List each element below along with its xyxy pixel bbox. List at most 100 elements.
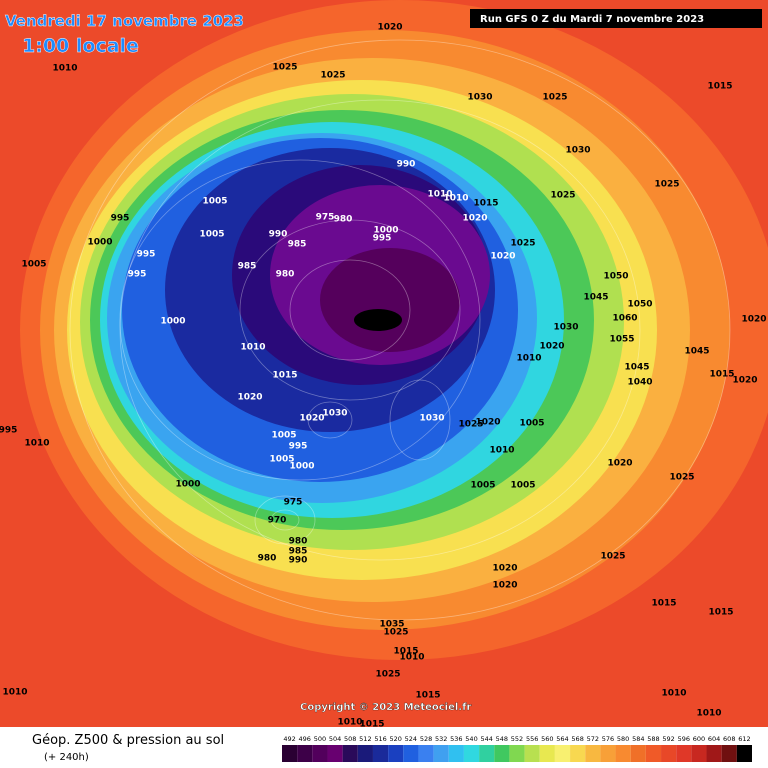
isobar-label: 1020 bbox=[299, 414, 324, 424]
isobar-label: 1010 bbox=[427, 190, 452, 200]
legend-swatch bbox=[736, 745, 752, 762]
legend-tick-label: 572 bbox=[587, 735, 599, 743]
legend-swatch bbox=[645, 745, 662, 762]
legend-tick-label: 560 bbox=[541, 735, 553, 743]
isobar-label: 1020 bbox=[237, 393, 262, 403]
isobar-label: 1025 bbox=[542, 93, 567, 103]
isobar-label: 1005 bbox=[271, 431, 296, 441]
legend-tick-label: 504 bbox=[329, 735, 341, 743]
legend-swatch bbox=[463, 745, 480, 762]
isobar-label: 1025 bbox=[375, 670, 400, 680]
isobars bbox=[69, 39, 731, 621]
isobar-label: 995 bbox=[111, 214, 130, 224]
isobar bbox=[254, 495, 316, 545]
isobar-label: 1020 bbox=[492, 564, 517, 574]
isobar-label: 1020 bbox=[377, 23, 402, 33]
isobar-label: 1025 bbox=[383, 628, 408, 638]
legend-swatch bbox=[721, 745, 737, 762]
legend-tick-label: 524 bbox=[405, 735, 417, 743]
isobar-label: 1015 bbox=[709, 370, 734, 380]
isobar-label: 1010 bbox=[24, 439, 49, 449]
isobar-label: 1050 bbox=[603, 272, 628, 282]
isobar-label: 1005 bbox=[21, 260, 46, 270]
isobar bbox=[239, 219, 461, 401]
legend-tick-label: 564 bbox=[556, 735, 568, 743]
isobar-label: 1060 bbox=[612, 314, 637, 324]
isobar-label: 1010 bbox=[52, 64, 77, 74]
legend-tick-label: 604 bbox=[708, 735, 720, 743]
isobar-label: 1030 bbox=[322, 409, 347, 419]
legend-tick-label: 588 bbox=[647, 735, 659, 743]
isobar bbox=[270, 509, 300, 531]
isobar-label: 995 bbox=[289, 442, 308, 452]
legend-tick-label: 500 bbox=[314, 735, 326, 743]
legend-swatch bbox=[691, 745, 707, 762]
isobar bbox=[307, 401, 353, 439]
isobar-label: 1020 bbox=[490, 252, 515, 262]
isobar-label: 1020 bbox=[539, 342, 564, 352]
legend-swatch bbox=[524, 745, 540, 762]
isobar-label: 1025 bbox=[654, 180, 679, 190]
legend-tick-label: 540 bbox=[465, 735, 477, 743]
isobar bbox=[289, 259, 411, 361]
isobar-label: 980 bbox=[289, 537, 308, 547]
isobar-label: 1005 bbox=[199, 230, 224, 240]
isobar-label: 995 bbox=[0, 426, 17, 436]
isobar-label: 1015 bbox=[708, 608, 733, 618]
isobar-label: 1015 bbox=[415, 691, 440, 701]
legend-swatch bbox=[448, 745, 464, 762]
legend-swatch bbox=[403, 745, 419, 762]
field-contour bbox=[354, 309, 402, 331]
legend-swatch bbox=[372, 745, 389, 762]
isobar-label: 1015 bbox=[359, 720, 384, 730]
isobar-label: 1010 bbox=[696, 709, 721, 719]
legend-swatch bbox=[357, 745, 373, 762]
isobar-label: 1010 bbox=[661, 689, 686, 699]
isobar-label: 1005 bbox=[470, 481, 495, 491]
legend-tick-label: 516 bbox=[374, 735, 386, 743]
legend-tick-label: 552 bbox=[511, 735, 523, 743]
isobar-label: 995 bbox=[128, 270, 147, 280]
isobar-label: 1005 bbox=[510, 481, 535, 491]
legend-tick-label: 608 bbox=[723, 735, 735, 743]
isobar-label: 990 bbox=[289, 556, 308, 566]
date: Vendredi 17 novembre 2023 bbox=[5, 12, 244, 30]
legend-tick-label: 528 bbox=[420, 735, 432, 743]
isobar-label: 975 bbox=[316, 213, 335, 223]
legend-tick-label: 576 bbox=[602, 735, 614, 743]
isobar-label: 1015 bbox=[393, 647, 418, 657]
legend-swatch bbox=[706, 745, 722, 762]
legend-swatch bbox=[554, 745, 571, 762]
legend-tick-label: 520 bbox=[389, 735, 401, 743]
isobar-label: 1025 bbox=[510, 239, 535, 249]
legend-swatch bbox=[494, 745, 510, 762]
isobar bbox=[119, 159, 481, 481]
run-box bbox=[470, 9, 762, 28]
isobar-label: 1055 bbox=[609, 335, 634, 345]
isobar-label: 980 bbox=[334, 215, 353, 225]
isobar-label: 1025 bbox=[600, 552, 625, 562]
isobar-label: 1010 bbox=[399, 653, 424, 663]
legend-tick-label: 544 bbox=[480, 735, 492, 743]
legend-swatch bbox=[297, 745, 313, 762]
isobar-label: 1025 bbox=[669, 473, 694, 483]
isobar-label: 1015 bbox=[272, 371, 297, 381]
legend-tick-label: 508 bbox=[344, 735, 356, 743]
isobar-label: 1010 bbox=[443, 194, 468, 204]
isobar-label: 1005 bbox=[202, 197, 227, 207]
isobar-label: 1010 bbox=[337, 718, 362, 728]
legend-swatch bbox=[630, 745, 646, 762]
isobar-label: 1025 bbox=[320, 71, 345, 81]
isobar-label: 985 bbox=[238, 262, 257, 272]
legend-tick-label: 532 bbox=[435, 735, 447, 743]
footer-subtitle: (+ 240h) bbox=[44, 752, 89, 763]
isobar-label: 1000 bbox=[373, 226, 398, 236]
legend-tick-label: 596 bbox=[678, 735, 690, 743]
isobar-label: 1020 bbox=[492, 581, 517, 591]
isobar-label: 995 bbox=[137, 250, 156, 260]
legend-tick-label: 584 bbox=[632, 735, 644, 743]
field-contour bbox=[320, 248, 460, 352]
legend-swatch bbox=[539, 745, 555, 762]
isobar-label: 1025 bbox=[458, 420, 483, 430]
